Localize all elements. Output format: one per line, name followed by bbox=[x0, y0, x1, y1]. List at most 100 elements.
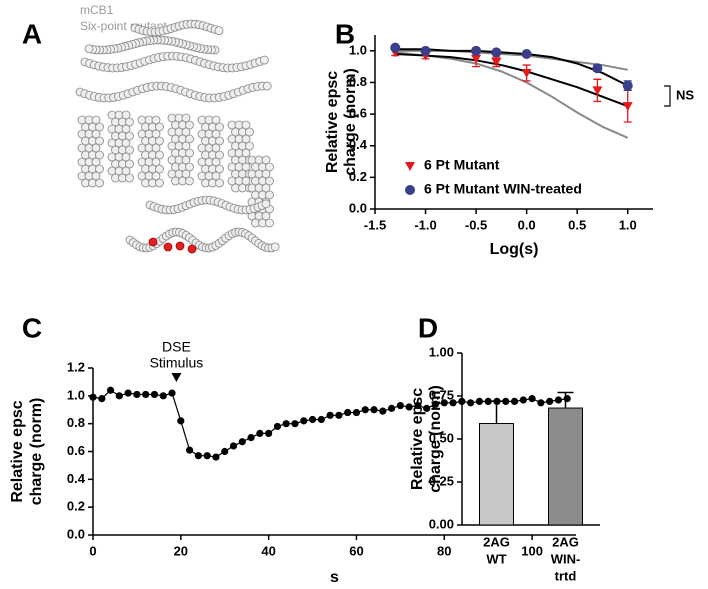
legend-marker bbox=[405, 162, 415, 171]
residue bbox=[151, 157, 161, 167]
residue bbox=[181, 141, 191, 151]
residue bbox=[125, 159, 134, 169]
x-axis-label: Log(s) bbox=[490, 241, 539, 258]
residue bbox=[265, 176, 274, 186]
data-point bbox=[229, 442, 238, 450]
y-tick-label: 1.00 bbox=[429, 344, 454, 359]
bar bbox=[479, 423, 514, 526]
fit-curve bbox=[395, 52, 629, 108]
residue bbox=[265, 218, 274, 228]
data-point bbox=[115, 392, 123, 400]
residue bbox=[175, 241, 185, 251]
x-tick-label: 60 bbox=[349, 543, 363, 558]
y-tick-label: 0.8 bbox=[349, 74, 367, 89]
data-point bbox=[203, 452, 211, 460]
y-tick-label: 0.6 bbox=[349, 106, 367, 121]
y-tick-label: 0.6 bbox=[67, 443, 85, 458]
annotation: DSE bbox=[162, 339, 191, 355]
data-point bbox=[563, 395, 571, 403]
residue bbox=[121, 138, 131, 148]
data-point bbox=[317, 415, 325, 424]
x-tick-label: 0.0 bbox=[518, 217, 536, 232]
data-point bbox=[475, 397, 483, 405]
residue bbox=[214, 26, 224, 36]
residue bbox=[95, 164, 104, 174]
x-tick-label: 40 bbox=[261, 543, 275, 558]
bracket bbox=[664, 85, 671, 107]
data-point bbox=[256, 429, 264, 438]
residue bbox=[155, 164, 164, 174]
residue bbox=[91, 157, 101, 167]
residue bbox=[241, 120, 251, 130]
y-tick-label: 0.4 bbox=[67, 471, 86, 486]
residue bbox=[121, 166, 131, 176]
residue bbox=[262, 81, 272, 91]
residue bbox=[151, 129, 161, 139]
data-point bbox=[273, 422, 282, 431]
x-tick-label: WT bbox=[486, 551, 506, 566]
residue bbox=[125, 131, 134, 141]
residue bbox=[181, 155, 191, 165]
data-point bbox=[344, 408, 352, 417]
data-point bbox=[491, 47, 502, 58]
residue bbox=[125, 145, 134, 155]
data-point bbox=[491, 57, 502, 67]
data-point bbox=[282, 420, 290, 428]
data-point bbox=[238, 438, 246, 446]
data-point bbox=[212, 453, 220, 461]
residue bbox=[125, 173, 134, 183]
data-point bbox=[414, 401, 422, 410]
data-point bbox=[370, 406, 378, 414]
legend-marker bbox=[405, 185, 415, 195]
y-axis-label: Relative epsc bbox=[324, 71, 341, 173]
residue bbox=[125, 117, 134, 127]
data-point bbox=[98, 395, 106, 403]
data-point bbox=[396, 401, 404, 410]
x-tick-label: 80 bbox=[437, 543, 451, 558]
residue bbox=[84, 44, 94, 54]
y-axis-label: charge (norm) bbox=[28, 398, 45, 506]
annotation: NS bbox=[676, 87, 694, 102]
data-point bbox=[326, 411, 334, 419]
data-point bbox=[537, 399, 545, 407]
y-axis-label: charge (norm) bbox=[427, 385, 444, 493]
panel-label: A bbox=[22, 18, 42, 49]
data-point bbox=[194, 452, 202, 460]
data-point bbox=[106, 386, 115, 394]
residue bbox=[121, 152, 131, 162]
annotation: Stimulus bbox=[150, 355, 204, 371]
data-point bbox=[554, 396, 563, 404]
residue bbox=[245, 141, 254, 151]
data-point bbox=[592, 86, 603, 96]
data-point bbox=[335, 411, 343, 419]
y-tick-label: 0.50 bbox=[429, 430, 454, 445]
residue bbox=[241, 176, 251, 186]
residue bbox=[185, 134, 194, 144]
y-tick-label: 0.4 bbox=[349, 137, 368, 152]
residue bbox=[211, 171, 221, 181]
residue bbox=[95, 136, 104, 146]
legend-label: 6 Pt Mutant WIN-treated bbox=[424, 181, 582, 197]
protein-diagram bbox=[75, 19, 280, 254]
data-point bbox=[519, 396, 527, 404]
residue bbox=[241, 134, 251, 144]
data-point bbox=[361, 406, 369, 414]
residue bbox=[121, 110, 131, 120]
panel-label: C bbox=[22, 312, 42, 343]
residue bbox=[245, 127, 254, 137]
residue bbox=[185, 148, 194, 158]
residue bbox=[91, 143, 101, 153]
x-tick-label: WIN- bbox=[551, 551, 581, 566]
data-point bbox=[405, 403, 413, 411]
residue bbox=[95, 122, 104, 132]
bar bbox=[548, 407, 583, 526]
data-point bbox=[502, 397, 510, 405]
data-point bbox=[484, 397, 492, 405]
residue bbox=[95, 150, 104, 160]
residue bbox=[241, 162, 251, 172]
y-tick-label: 0.0 bbox=[349, 200, 367, 215]
residue bbox=[151, 143, 161, 153]
x-tick-label: 0.5 bbox=[568, 217, 586, 232]
residue bbox=[211, 157, 221, 167]
residue bbox=[91, 115, 101, 125]
